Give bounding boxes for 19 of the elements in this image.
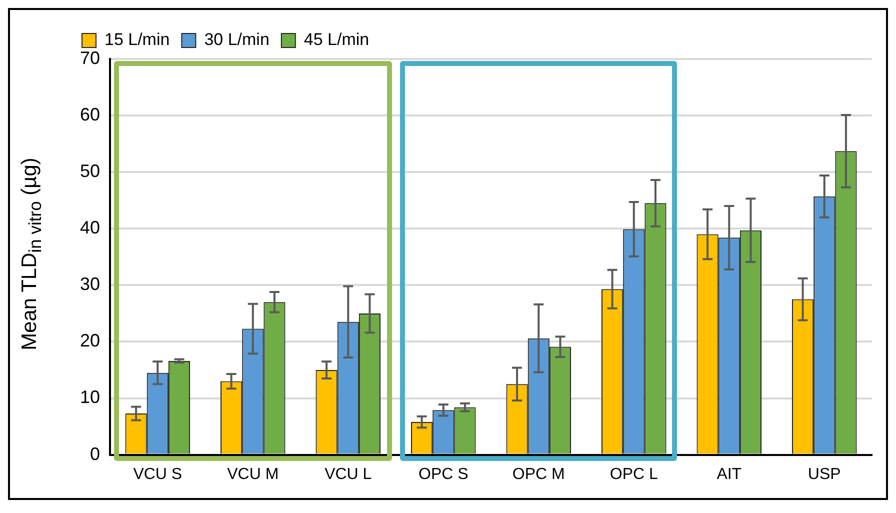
y-tick-label: 30 xyxy=(80,274,100,294)
legend-label: 15 L/min xyxy=(104,30,170,50)
x-tick-label: OPC M xyxy=(512,466,565,483)
legend-label: 30 L/min xyxy=(204,30,270,50)
x-tick-label: USP xyxy=(808,466,841,483)
y-tick-label: 70 xyxy=(80,48,100,68)
x-tick-label: OPC S xyxy=(418,466,468,483)
x-tick-label: OPC L xyxy=(610,466,658,483)
y-tick-label: 10 xyxy=(80,387,100,408)
x-tick-label: VCU M xyxy=(227,466,279,483)
y-tick-label: 40 xyxy=(80,218,100,238)
y-tick-label: 60 xyxy=(80,104,100,125)
y-tick-label: 20 xyxy=(80,330,100,351)
x-tick-label: VCU S xyxy=(133,466,182,483)
y-tick-label: 0 xyxy=(90,444,100,464)
y-tick-label: 50 xyxy=(80,161,100,182)
x-tick-label: VCU L xyxy=(324,466,372,483)
legend-label: 45 L/min xyxy=(304,30,370,50)
x-tick-label: AIT xyxy=(716,466,742,483)
